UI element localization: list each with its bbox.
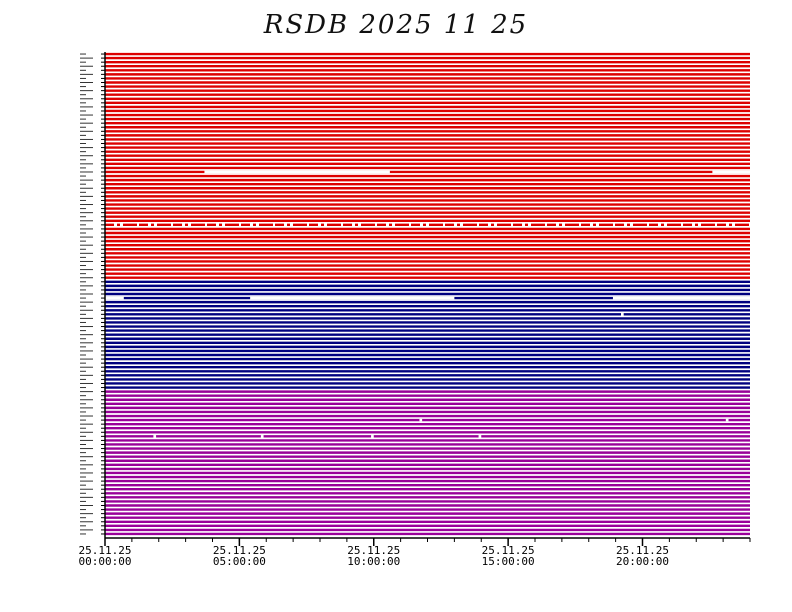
x-tick-date: 25.11.25: [79, 544, 132, 557]
x-tick-time: 00:00:00: [79, 555, 132, 568]
x-tick-date: 25.11.25: [213, 544, 266, 557]
x-tick-time: 10:00:00: [347, 555, 400, 568]
x-tick-time: 15:00:00: [482, 555, 535, 568]
x-tick-time: 20:00:00: [616, 555, 669, 568]
x-tick-date: 25.11.25: [482, 544, 535, 557]
x-tick-date: 25.11.25: [347, 544, 400, 557]
x-tick-date: 25.11.25: [616, 544, 669, 557]
x-tick-time: 05:00:00: [213, 555, 266, 568]
chart-title: RSDB 2025 11 25: [263, 10, 529, 40]
